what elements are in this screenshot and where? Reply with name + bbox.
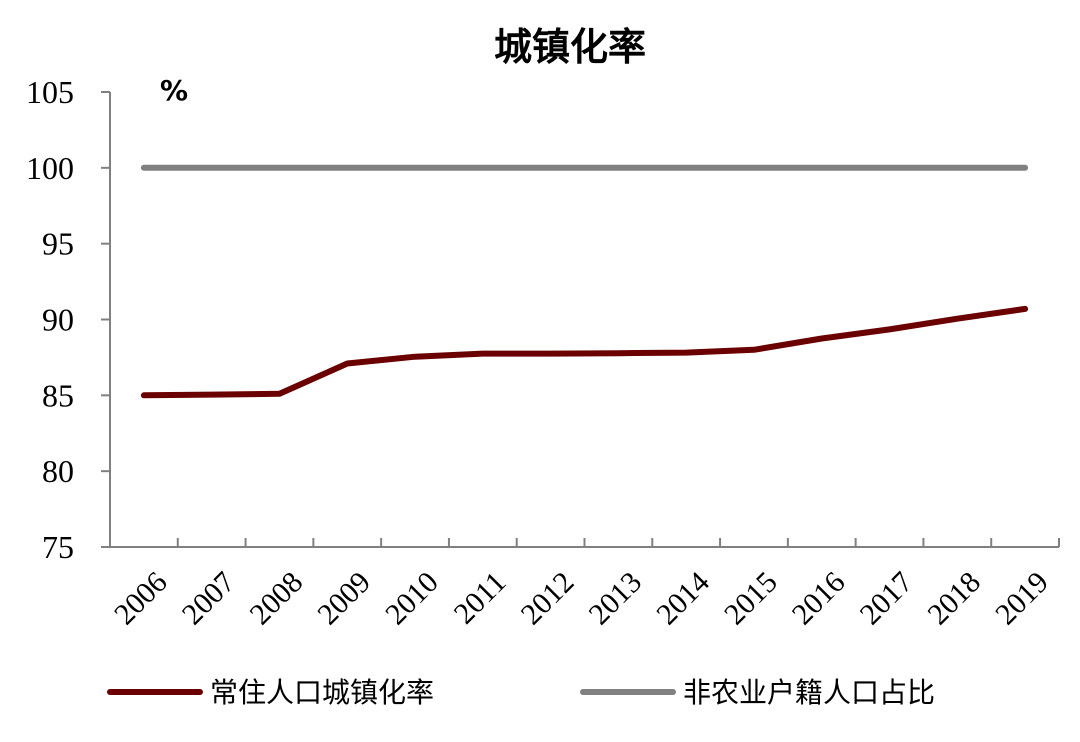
y-tick-label: 105 xyxy=(26,74,74,110)
series-lines xyxy=(140,164,1029,399)
series-line-1 xyxy=(140,305,1029,399)
x-tick-label: 2018 xyxy=(921,565,987,631)
y-tick-label: 100 xyxy=(26,150,74,186)
x-tick-label: 2016 xyxy=(786,565,852,631)
x-tick-label: 2007 xyxy=(176,565,242,631)
x-tick-label: 2017 xyxy=(854,565,920,631)
legend-label-2: 非农业户籍人口占比 xyxy=(683,676,935,709)
x-tick-label: 2009 xyxy=(311,565,377,631)
chart-title: 城镇化率 xyxy=(494,25,646,69)
legend: 常住人口城镇化率 非农业户籍人口占比 xyxy=(107,676,935,709)
x-tick-label: 2008 xyxy=(244,565,310,631)
x-tick-label: 2011 xyxy=(448,565,513,630)
y-tick-label: 80 xyxy=(42,453,74,489)
y-tick-label: 75 xyxy=(42,529,74,565)
legend-label-1: 常住人口城镇化率 xyxy=(210,676,434,709)
x-tick-label: 2012 xyxy=(515,565,581,631)
x-tick-label: 2015 xyxy=(718,565,784,631)
x-tick-label: 2010 xyxy=(379,565,445,631)
y-tick-label: 90 xyxy=(42,302,74,338)
x-tick-label: 2019 xyxy=(989,565,1055,631)
x-tick-label: 2013 xyxy=(582,565,648,631)
y-tick-label: 85 xyxy=(42,377,74,413)
y-unit-label: % xyxy=(160,74,188,107)
x-tick-label: 2014 xyxy=(650,565,716,631)
x-tick-label: 2006 xyxy=(108,565,174,631)
y-tick-label: 95 xyxy=(42,226,74,262)
